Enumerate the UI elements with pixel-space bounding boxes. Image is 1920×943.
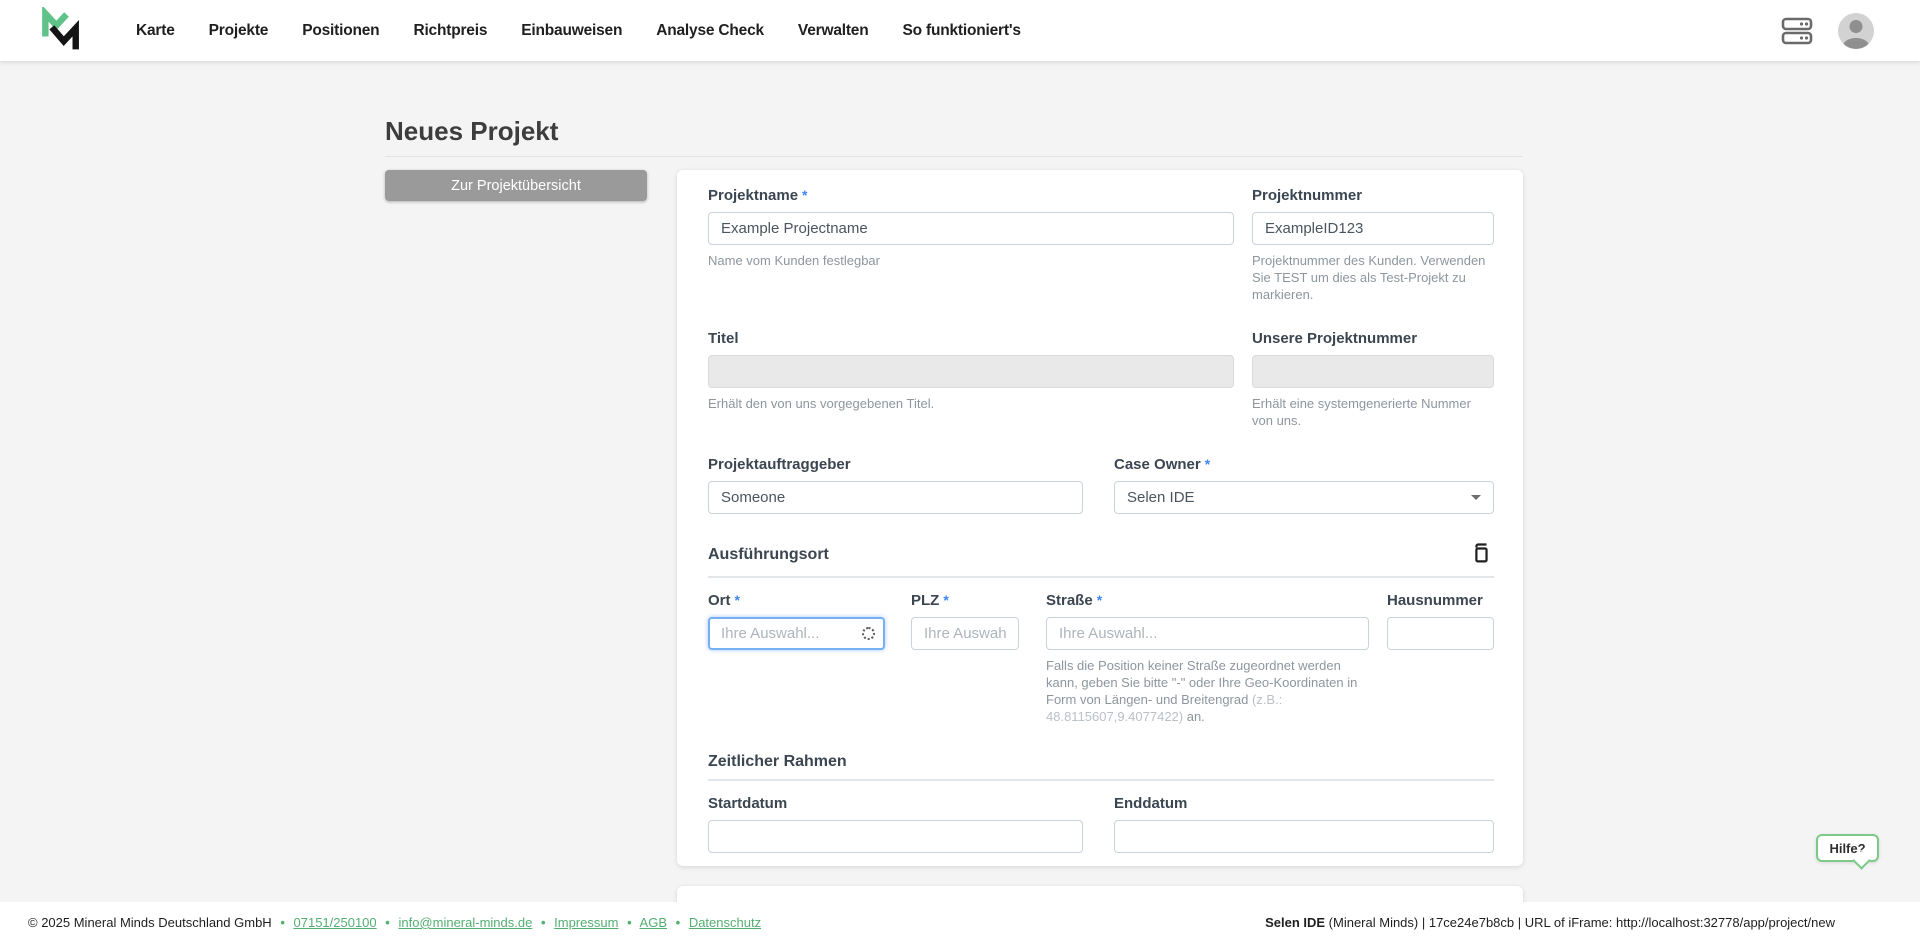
ausfuehrungsort-title: Ausführungsort <box>708 546 829 563</box>
header-actions <box>1780 12 1874 49</box>
required-asterisk: * <box>734 592 740 608</box>
user-avatar-icon[interactable] <box>1838 12 1874 49</box>
plz-input[interactable] <box>911 617 1019 650</box>
nav-item-karte[interactable]: Karte <box>136 21 175 39</box>
nav-item-analyse-check[interactable]: Analyse Check <box>656 21 764 39</box>
zur-projektuebersicht-button[interactable]: Zur Projektübersicht <box>385 170 647 201</box>
titel-input <box>708 355 1234 388</box>
footer-debug-info: Selen IDE (Mineral Minds) | 17ce24e7b8cb… <box>1265 915 1835 930</box>
copyright-text: © 2025 Mineral Minds Deutschland GmbH <box>28 915 272 930</box>
footer-link-email[interactable]: info@mineral-minds.de <box>398 915 533 930</box>
server-rack-icon[interactable] <box>1780 16 1814 46</box>
startdatum-label: Startdatum <box>708 795 788 812</box>
hausnummer-label: Hausnummer <box>1387 592 1483 609</box>
titel-label: Titel <box>708 330 739 347</box>
projektname-input[interactable] <box>708 212 1234 245</box>
row-projektname: Projektname* Name vom Kunden festlegbar … <box>708 186 1494 303</box>
nav-item-positionen[interactable]: Positionen <box>302 21 380 39</box>
unsere-projektnummer-helper: Erhält eine systemgenerierte Nummer von … <box>1252 396 1471 428</box>
projektnummer-input[interactable] <box>1252 212 1494 245</box>
loading-spinner-icon <box>862 627 875 640</box>
required-asterisk: * <box>1096 592 1103 608</box>
section-divider <box>708 576 1494 578</box>
case-owner-label: Case Owner * <box>1114 456 1211 473</box>
footer-link-agb[interactable]: AGB <box>639 915 667 930</box>
footer-link-impressum[interactable]: Impressum <box>554 915 619 930</box>
case-owner-selected-value: Selen IDE <box>1127 489 1195 506</box>
unsere-projektnummer-input <box>1252 355 1494 388</box>
titel-helper: Erhält den von uns vorgegebenen Titel. <box>708 396 935 411</box>
top-navigation-bar: Karte Projekte Positionen Richtpreis Ein… <box>0 0 1920 61</box>
row-ort: Ort* PLZ* Straße* Falls die Position kei… <box>708 591 1494 725</box>
projektname-label: Projektname * <box>708 187 808 204</box>
nav-item-projekte[interactable]: Projekte <box>208 21 269 39</box>
enddatum-label: Enddatum <box>1114 795 1188 812</box>
section-ausfuehrungsort: Ausführungsort Ort* PLZ* <box>708 542 1494 725</box>
chevron-down-icon <box>1471 495 1481 500</box>
mineral-minds-logo-icon[interactable] <box>38 6 84 55</box>
strasse-helper: Falls die Position keiner Straße zugeord… <box>1046 658 1358 724</box>
footer-left: © 2025 Mineral Minds Deutschland GmbH • … <box>28 915 762 930</box>
nav-item-verwalten[interactable]: Verwalten <box>797 21 869 39</box>
title-divider <box>385 156 1523 157</box>
required-asterisk: * <box>943 592 949 608</box>
copy-icon[interactable] <box>1468 542 1494 568</box>
row-auftraggeber: Projektauftraggeber Case Owner* Selen ID… <box>708 455 1494 514</box>
footer: © 2025 Mineral Minds Deutschland GmbH • … <box>0 902 1920 943</box>
projektauftraggeber-input[interactable] <box>708 481 1083 514</box>
footer-link-phone[interactable]: 07151/250100 <box>293 915 377 930</box>
ort-input[interactable] <box>708 617 885 650</box>
row-datum: Startdatum Enddatum <box>708 794 1494 853</box>
unsere-projektnummer-label: Unsere Projektnummer <box>1252 330 1418 347</box>
avatar-head <box>1849 19 1863 33</box>
footer-link-datenschutz[interactable]: Datenschutz <box>688 915 762 930</box>
projektauftraggeber-label: Projektauftraggeber <box>708 456 851 473</box>
projektnummer-helper: Projektnummer des Kunden. Verwenden Sie … <box>1252 253 1486 302</box>
projektnummer-label: Projektnummer <box>1252 187 1363 204</box>
row-titel: Titel Erhält den von uns vorgegebenen Ti… <box>708 329 1494 429</box>
strasse-input[interactable] <box>1046 617 1369 650</box>
startdatum-input[interactable] <box>708 820 1083 853</box>
help-button[interactable]: Hilfe? <box>1816 834 1879 862</box>
avatar-body <box>1843 37 1869 49</box>
plz-label: PLZ * <box>911 592 949 609</box>
page-title: Neues Projekt <box>385 116 559 146</box>
main-nav: Karte Projekte Positionen Richtpreis Ein… <box>136 22 1021 40</box>
enddatum-input[interactable] <box>1114 820 1494 853</box>
new-project-form-card: Projektname* Name vom Kunden festlegbar … <box>677 170 1523 866</box>
projektname-helper: Name vom Kunden festlegbar <box>708 253 880 268</box>
case-owner-select[interactable]: Selen IDE <box>1114 481 1494 514</box>
nav-item-richtpreis[interactable]: Richtpreis <box>413 21 488 39</box>
nav-item-so-funktionierts[interactable]: So funktioniert's <box>902 21 1021 39</box>
zeitlicher-rahmen-title: Zeitlicher Rahmen <box>708 753 847 770</box>
required-asterisk: * <box>802 187 808 203</box>
hausnummer-input[interactable] <box>1387 617 1494 650</box>
required-asterisk: * <box>1204 456 1211 472</box>
section-zeitlicher-rahmen: Zeitlicher Rahmen Startdatum Enddatum <box>708 753 1494 853</box>
strasse-label: Straße * <box>1046 592 1103 609</box>
section-divider <box>708 779 1494 781</box>
nav-item-einbauweisen[interactable]: Einbauweisen <box>521 21 623 39</box>
ort-label: Ort * <box>708 592 740 609</box>
